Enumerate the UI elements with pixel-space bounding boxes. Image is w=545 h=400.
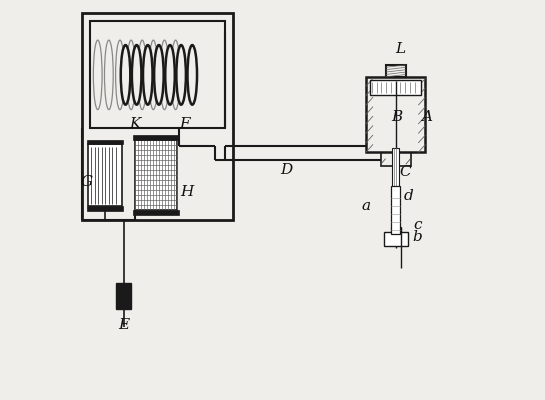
Bar [88, 144, 122, 206]
Text: b: b [413, 230, 422, 244]
Text: G: G [81, 175, 93, 189]
Text: C: C [399, 165, 411, 179]
Bar [384, 232, 408, 246]
Text: c: c [414, 218, 422, 232]
Ellipse shape [177, 45, 186, 105]
Text: H: H [180, 185, 193, 199]
Text: L: L [395, 42, 405, 56]
Text: B: B [392, 110, 403, 124]
Bar [136, 140, 177, 210]
Bar [116, 284, 131, 309]
Ellipse shape [132, 45, 141, 105]
Text: d: d [404, 189, 413, 203]
Bar [134, 135, 179, 140]
Bar [134, 210, 179, 215]
Bar [82, 13, 233, 220]
Bar [87, 206, 123, 211]
Text: D: D [281, 163, 293, 177]
Ellipse shape [121, 45, 130, 105]
Text: F: F [179, 118, 190, 132]
Bar [87, 140, 123, 144]
Bar [391, 186, 401, 234]
Text: K: K [130, 118, 141, 132]
Bar [366, 77, 426, 152]
Bar [397, 227, 401, 232]
Bar [386, 65, 405, 77]
Ellipse shape [165, 45, 175, 105]
Bar [392, 148, 399, 232]
Ellipse shape [143, 45, 153, 105]
Ellipse shape [154, 45, 164, 105]
Text: A: A [421, 110, 433, 124]
Bar [381, 91, 410, 166]
Text: a: a [362, 199, 371, 213]
Ellipse shape [187, 45, 197, 105]
Bar [370, 80, 421, 95]
Text: E: E [118, 318, 130, 332]
Bar [391, 227, 395, 232]
Bar [90, 21, 225, 128]
